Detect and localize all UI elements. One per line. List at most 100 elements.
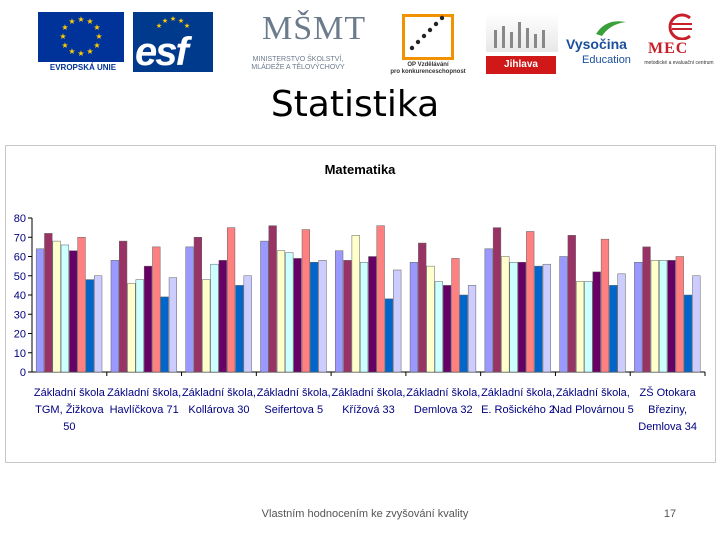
x-tick-label: TGM, Žižkova xyxy=(35,403,104,416)
bar xyxy=(467,285,477,373)
bar xyxy=(384,298,394,373)
msmt-logo-line2: MLÁDEŽE A TĚLOVÝCHOVY xyxy=(251,64,345,71)
bar xyxy=(443,285,452,373)
bar xyxy=(667,260,676,373)
bar xyxy=(526,231,535,373)
chart-title: Matematika xyxy=(325,162,397,177)
x-tick-label: Demlova 34 xyxy=(638,421,697,433)
x-tick-label: Kollárova 30 xyxy=(188,404,249,416)
svg-text:★: ★ xyxy=(93,23,100,32)
esf-logo: ★ ★ ★ ★ ★ esf xyxy=(133,12,215,74)
bar xyxy=(52,240,61,373)
bar xyxy=(77,237,86,373)
opvk-logo-line1: OP Vzdělávání xyxy=(407,62,449,68)
bar xyxy=(119,240,128,373)
bar xyxy=(94,275,103,373)
x-tick-label: Havlíčkova 71 xyxy=(110,404,179,416)
bar xyxy=(85,279,94,373)
svg-text:★: ★ xyxy=(59,32,66,41)
x-tick-label: Základní škola, xyxy=(332,387,406,399)
y-tick-label: 50 xyxy=(14,271,26,283)
bar xyxy=(193,237,202,373)
svg-text:★: ★ xyxy=(95,32,102,41)
bar xyxy=(185,246,194,373)
bar xyxy=(509,262,518,373)
bar xyxy=(459,294,468,373)
mec-logo-subtitle: metodické a evaluační centrum xyxy=(644,60,714,66)
opvk-logo: OP Vzdělávání pro konkurenceschopnost xyxy=(378,10,478,75)
bar xyxy=(285,252,294,373)
opvk-dots-icon xyxy=(409,15,445,51)
y-tick-label: 80 xyxy=(14,213,26,225)
bar xyxy=(592,271,601,373)
bar xyxy=(484,248,493,373)
bar xyxy=(218,260,227,373)
svg-text:★: ★ xyxy=(68,47,75,56)
bar xyxy=(60,244,70,373)
bar xyxy=(160,296,169,373)
bar xyxy=(368,256,377,373)
svg-text:★: ★ xyxy=(178,17,184,25)
x-tick-label: Základní škola, xyxy=(257,387,331,399)
x-tick-label: Demlova 32 xyxy=(414,404,473,416)
y-tick-label: 20 xyxy=(14,329,26,341)
svg-text:★: ★ xyxy=(77,15,84,24)
bar xyxy=(409,262,419,373)
bar xyxy=(418,242,427,373)
eu-logo-text: EVROPSKÁ UNIE xyxy=(49,63,117,72)
bar xyxy=(534,265,543,373)
eu-stars-icon: ★ ★★ ★★★ ★★★ ★★★ xyxy=(59,15,102,58)
vysocina-logo: Vysočina Education xyxy=(566,16,642,72)
bar xyxy=(293,258,302,373)
y-tick-label: 30 xyxy=(14,309,26,321)
eu-flag-logo: ★ ★ ★ ★ ★ ★ ★ ★ ★ ★ ★ ★ xyxy=(38,12,124,62)
bar xyxy=(434,281,443,373)
bar xyxy=(260,240,269,373)
bar xyxy=(202,279,211,373)
svg-text:★: ★ xyxy=(61,41,68,50)
bar xyxy=(683,294,693,373)
bar xyxy=(642,246,651,373)
vysocina-logo-line2: Education xyxy=(582,54,631,66)
msmt-logo-mark: MŠMT xyxy=(262,10,367,47)
x-tick-label: Základní škola, xyxy=(182,387,256,399)
slide-title: Statistika xyxy=(270,84,440,125)
svg-text:★: ★ xyxy=(170,15,176,23)
slide-footer: Vlastním hodnocením ke zvyšování kvality xyxy=(261,508,469,520)
bar xyxy=(559,256,568,373)
y-tick-label: 10 xyxy=(14,348,26,360)
x-tick-label: Základní škola, xyxy=(481,387,555,399)
mec-logo: MEC metodické a evaluační centrum xyxy=(644,12,714,74)
bar xyxy=(44,233,53,373)
y-tick-label: 60 xyxy=(14,252,26,264)
bar xyxy=(609,285,618,373)
y-tick-label: 40 xyxy=(14,290,26,302)
page-number: 17 xyxy=(663,508,677,520)
mec-logo-text: MEC xyxy=(648,40,689,57)
msmt-logo: MŠMT MINISTERSTVO ŠKOLSTVÍ, MLÁDEŽE A TĚ… xyxy=(222,10,374,74)
svg-text:★: ★ xyxy=(86,17,93,26)
opvk-logo-line2: pro konkurenceschopnost xyxy=(390,69,466,75)
bar xyxy=(650,260,659,373)
jihlava-logo: Jihlava xyxy=(482,8,560,74)
vysocina-swoosh-icon xyxy=(596,21,626,36)
x-tick-label: Seifertova 5 xyxy=(264,404,323,416)
bar xyxy=(675,256,684,373)
bar xyxy=(451,258,460,373)
mec-emblem-icon xyxy=(668,13,692,40)
bar xyxy=(617,273,626,373)
svg-text:★: ★ xyxy=(61,23,68,32)
x-tick-label: ZŠ Otokara xyxy=(639,386,696,399)
bar xyxy=(659,260,668,373)
bar xyxy=(575,281,585,373)
bar xyxy=(567,235,576,373)
bar xyxy=(110,260,119,373)
bar xyxy=(310,262,319,373)
bar xyxy=(376,225,385,373)
bar xyxy=(268,225,277,373)
bar xyxy=(168,277,178,373)
x-tick-label: Křížová 33 xyxy=(342,404,395,416)
y-tick-label: 70 xyxy=(14,232,26,244)
bar xyxy=(393,269,402,373)
bar xyxy=(210,263,219,373)
